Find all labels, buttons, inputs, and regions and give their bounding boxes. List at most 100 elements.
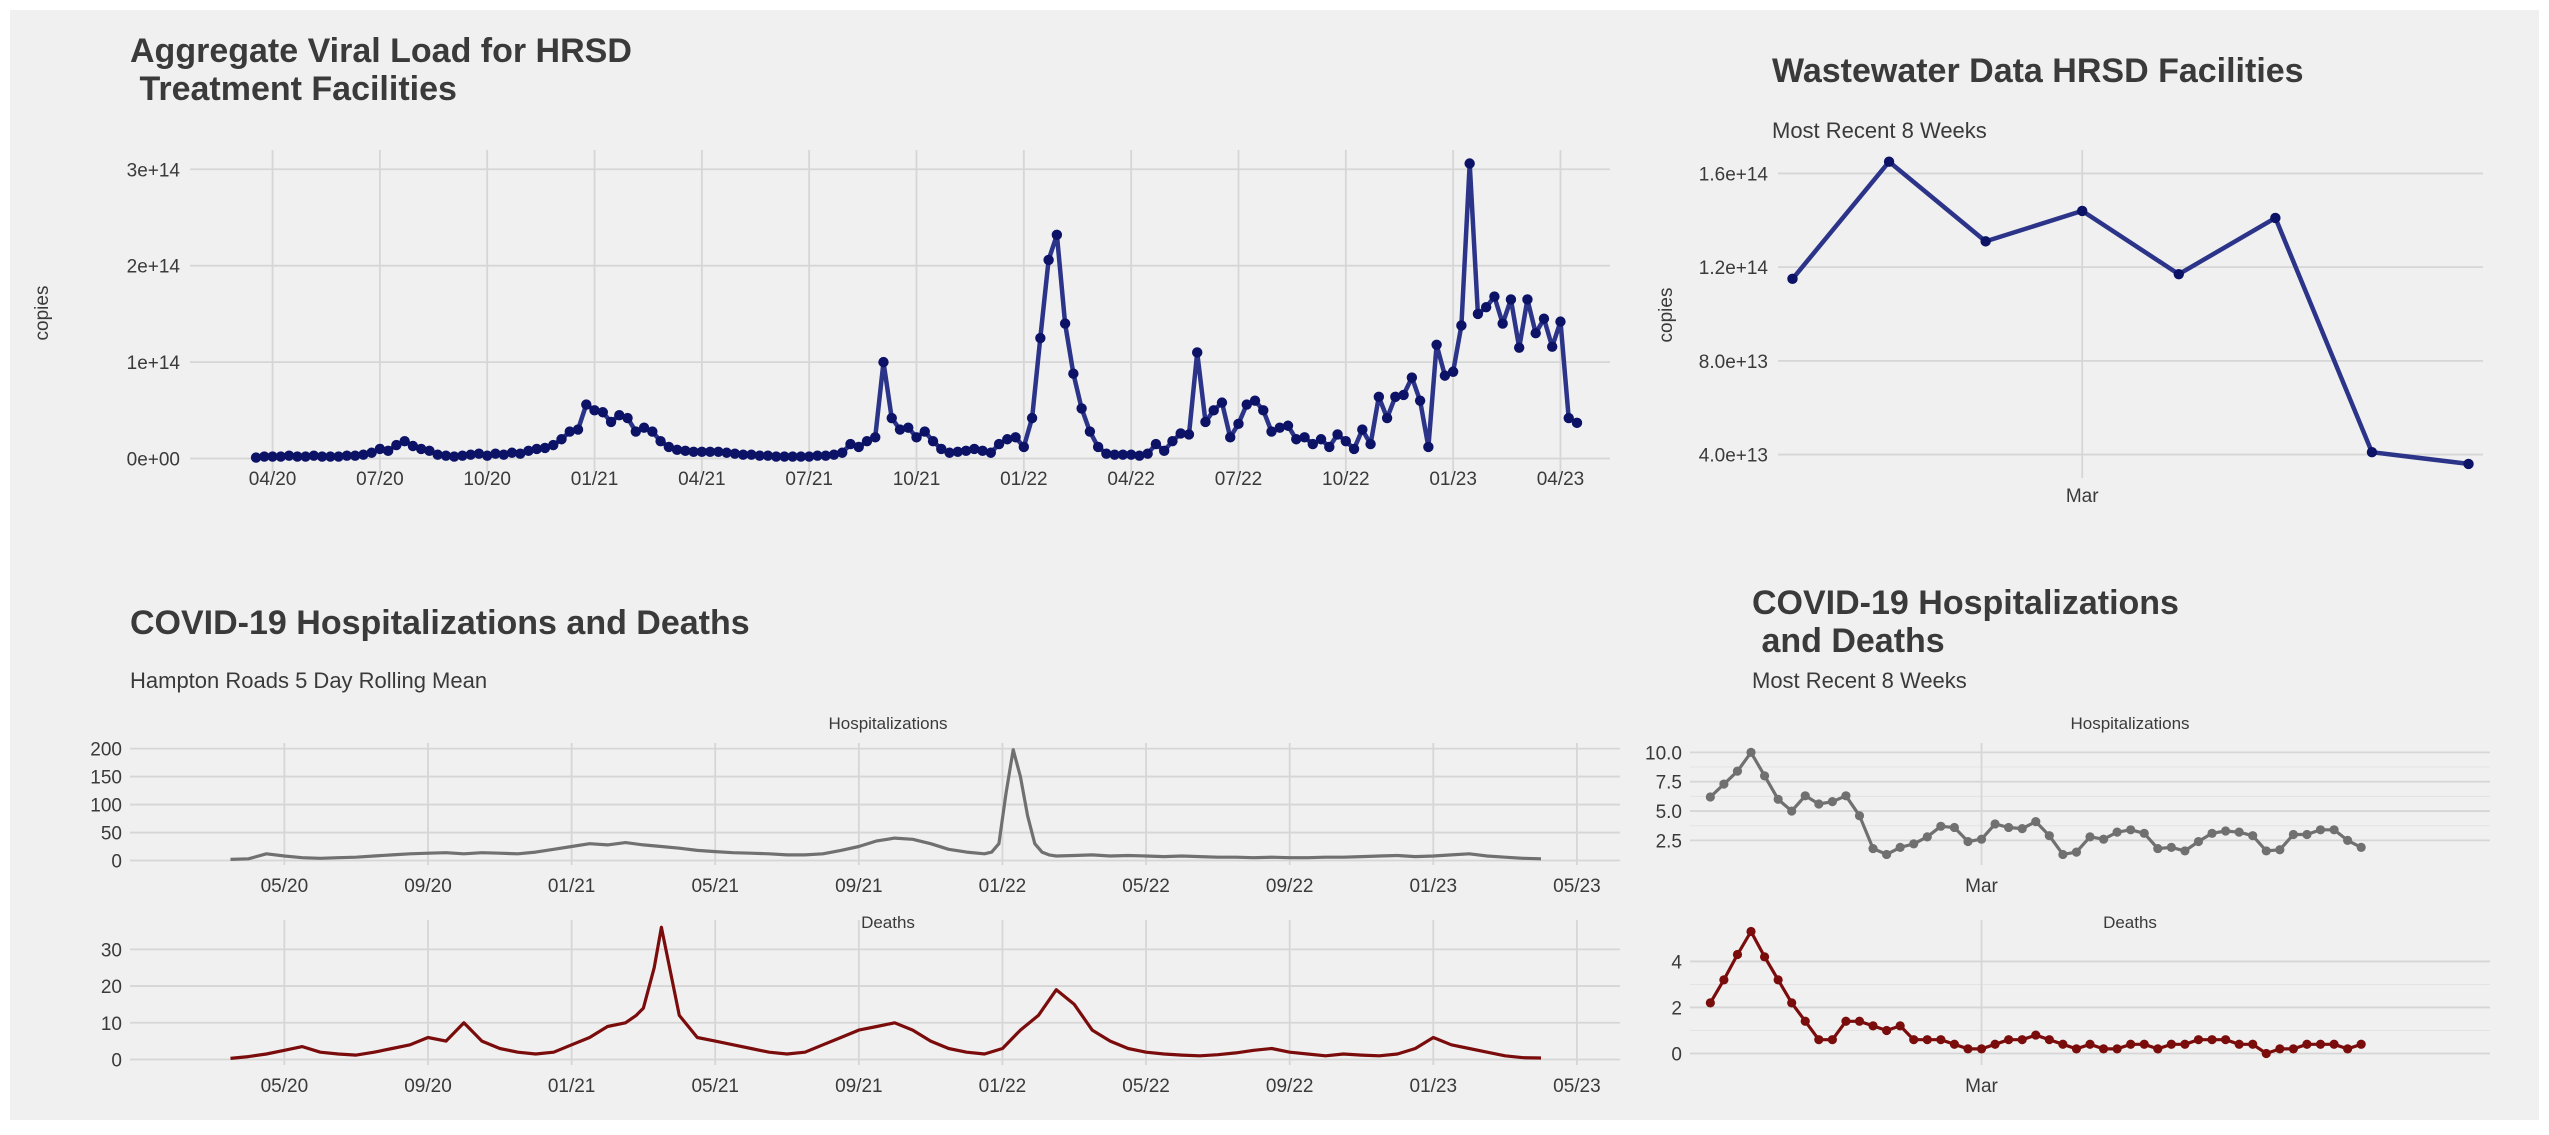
viral_load-data-point <box>564 426 575 437</box>
hosp_deaths_full-x-tick-label: 05/21 <box>691 876 739 897</box>
viral_load-data-point <box>630 426 642 437</box>
viral_load-data-point <box>1414 395 1426 406</box>
viral_load-data-point <box>523 445 534 457</box>
viral_load-data-point <box>1340 435 1352 447</box>
hosp_deaths_recent-data-point <box>1909 839 1919 849</box>
viral_load-data-point <box>432 449 443 460</box>
viral_load-data-point <box>1398 389 1409 401</box>
viral_load-data-point <box>663 441 675 453</box>
hosp_deaths_recent-data-point <box>1922 832 1932 842</box>
viral_load-data-point <box>1068 368 1079 379</box>
viral_load-data-point <box>1464 158 1475 169</box>
viral_load-data-point <box>1505 294 1517 305</box>
hosp_deaths_recent-data-point <box>1936 821 1946 831</box>
hosp_deaths_recent-data-point <box>2315 825 2326 835</box>
hosp_deaths_full-y-tick-label: 20 <box>101 977 122 998</box>
hosp_deaths_full-y-tick-label: 10 <box>101 1014 122 1035</box>
viral_load-data-point <box>1142 448 1153 459</box>
hosp_deaths_recent-panel-hospitalizations: Hospitalizations 2.5 5.0 7.5 10.0 Mar <box>1645 714 2490 897</box>
viral_load-data-point <box>581 399 592 410</box>
hosp_deaths_recent-data-point <box>1854 1016 1865 1026</box>
hosp_deaths_full-facet-strip-label: Hospitalizations <box>828 714 947 733</box>
hosp_deaths_full-y-tick-label: 100 <box>90 796 122 817</box>
hosp_deaths_recent-data-point <box>1773 794 1783 804</box>
hosp_deaths_recent-data-point <box>2193 836 2204 847</box>
hosp_deaths_recent-data-point <box>1841 1016 1851 1026</box>
viral_load-data-point <box>473 448 485 459</box>
hosp_deaths_full-x-tick-label: 01/23 <box>1410 1076 1458 1097</box>
hosp_deaths_recent-data-point <box>2166 1039 2176 1049</box>
viral_load-data-point <box>448 451 460 462</box>
viral_load-data-point <box>391 439 402 451</box>
hosp_deaths_full-x-tick-label: 05/22 <box>1122 1076 1170 1097</box>
viral_load-data-point <box>911 432 922 443</box>
hosp_deaths_full-x-tick-label: 05/21 <box>691 1076 739 1097</box>
hosp_deaths_recent-data-point <box>2031 816 2041 827</box>
viral_load-data-point <box>1183 429 1195 440</box>
viral_load-data-point <box>680 445 691 457</box>
viral_load-data-point <box>845 438 856 450</box>
viral_load-x-tick-label: 04/21 <box>678 469 726 490</box>
hosp_deaths_recent-data-point <box>2058 1039 2068 1049</box>
viral_load-x-tick-label: 10/21 <box>893 469 941 490</box>
viral_load-data-point <box>1571 417 1583 429</box>
viral_load-data-point <box>1043 254 1054 266</box>
hosp_deaths_recent-data-point <box>1787 998 1797 1008</box>
viral_load-data-point <box>746 449 757 460</box>
hosp_deaths_recent-data-point <box>2058 849 2068 860</box>
hosp_deaths_recent-data-point <box>2234 827 2244 837</box>
hosp_deaths_recent-data-point <box>2275 1044 2285 1054</box>
hosp_deaths_full-x-tick-label: 05/20 <box>261 1076 309 1097</box>
wastewater_recent-data-point <box>2077 205 2088 217</box>
viral_load-data-point <box>366 447 377 458</box>
left-panel-background <box>10 10 1640 1120</box>
viral_load-data-point <box>960 445 972 457</box>
viral_load-y-tick-label: 1e+14 <box>127 353 181 374</box>
hosp_deaths_recent-data-point <box>2315 1039 2326 1049</box>
viral_load-data-point <box>1423 441 1434 453</box>
viral_load-data-point <box>1266 426 1277 437</box>
hosp_deaths_full-facet-strip-label: Deaths <box>861 913 915 932</box>
hosp_deaths_full-y-tick-label: 200 <box>90 740 122 761</box>
hosp_deaths_recent-y-tick-label: 10.0 <box>1645 743 1682 764</box>
viral_load-data-point <box>1216 397 1228 408</box>
viral_load-data-point <box>349 450 361 461</box>
wastewater_recent-data-point <box>1883 156 1895 167</box>
wastewater_recent-y-axis-label: copies <box>1656 288 1677 343</box>
viral_load-data-point <box>886 412 897 424</box>
hosp_deaths_recent-y-tick-label: 5.0 <box>1656 802 1682 823</box>
hosp_deaths_recent-data-point <box>2180 1039 2190 1049</box>
viral_load-data-point <box>729 448 741 459</box>
viral_load-data-point <box>374 443 386 455</box>
hosp_deaths_recent-data-point <box>1882 1025 1892 1036</box>
viral_load-data-point <box>1480 301 1492 313</box>
hosp_deaths_full-y-tick-label: 150 <box>90 768 122 789</box>
hosp_deaths_recent-data-point <box>2112 827 2122 837</box>
viral_load-data-point <box>1390 391 1401 403</box>
wastewater_recent-y-tick-label: 1.6e+14 <box>1699 164 1769 185</box>
viral_load-y-axis-label: copies <box>32 286 53 341</box>
hosp_deaths_recent-data-point <box>2004 822 2014 833</box>
viral_load-data-point <box>399 435 410 447</box>
viral_load-data-point <box>1563 412 1574 424</box>
hosp_deaths_recent-data-point <box>1773 975 1783 985</box>
hosp_deaths_full-x-tick-label: 05/22 <box>1122 876 1170 897</box>
hosp_deaths_recent-y-tick-label: 2.5 <box>1656 831 1682 852</box>
hosp_deaths_recent-data-point <box>2220 1035 2231 1045</box>
hosp_deaths_recent-data-point <box>2071 847 2082 857</box>
hosp_deaths_recent-data-point <box>1800 791 1810 801</box>
viral_load-data-point <box>1357 424 1368 435</box>
viral_load-data-point <box>1035 332 1046 344</box>
viral_load-data-point <box>292 451 303 462</box>
wastewater_recent-subtitle: Most Recent 8 Weeks <box>1772 118 1987 143</box>
hosp_deaths_recent-data-point <box>1936 1035 1946 1045</box>
hosp_deaths_recent-data-point <box>1895 842 1905 853</box>
hosp_deaths_recent-title-line: COVID-19 Hospitalizations <box>1752 584 2179 622</box>
viral_load-data-point <box>382 445 394 457</box>
hosp_deaths_recent-data-point <box>1705 998 1715 1008</box>
hosp_deaths_recent-data-point <box>2261 846 2271 856</box>
viral_load-data-point <box>762 450 774 461</box>
hosp_deaths_recent-data-point <box>2098 1044 2109 1054</box>
viral_load-data-point <box>1084 426 1096 437</box>
hosp_deaths_full-series-line <box>230 925 1542 1060</box>
